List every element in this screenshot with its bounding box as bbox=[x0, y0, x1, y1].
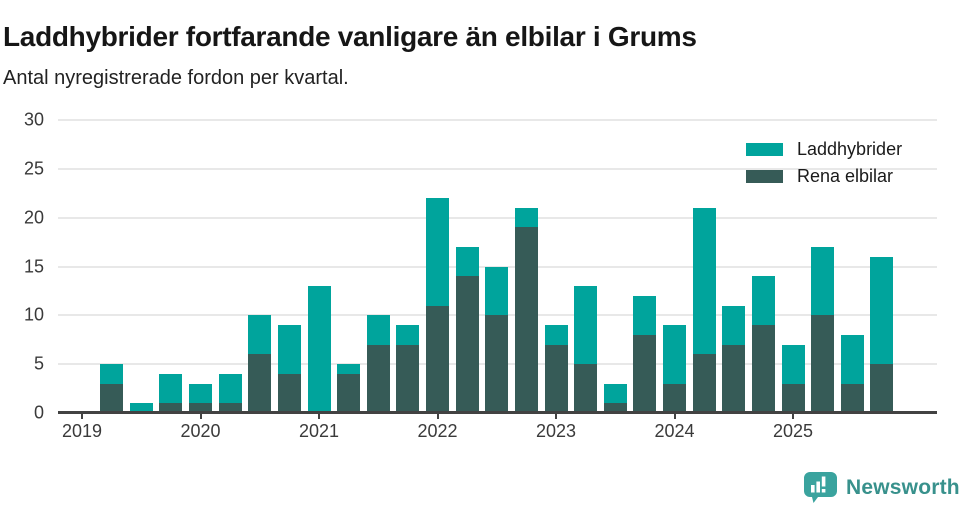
bar-segment-2024-Q1-laddhybrider bbox=[663, 325, 686, 384]
bar-segment-2023-Q2-rena-elbilar bbox=[574, 364, 598, 413]
gridline-25 bbox=[58, 167, 937, 170]
page-title: Laddhybrider fortfarande vanligare än el… bbox=[3, 20, 697, 52]
x-axis-tick-label: 2021 bbox=[298, 421, 340, 441]
bar-segment-2023-Q4-laddhybrider bbox=[633, 295, 657, 335]
bar-segment-2025-Q4-laddhybrider bbox=[870, 256, 894, 365]
gridline-20 bbox=[58, 216, 937, 219]
brand-footer: Newsworthy bbox=[803, 471, 960, 504]
x-axis-tick bbox=[199, 413, 202, 419]
y-axis-tick-label: 0 bbox=[33, 402, 44, 423]
bar-segment-2023-Q1-laddhybrider bbox=[544, 325, 568, 345]
bar-segment-2020-Q1-rena-elbilar bbox=[189, 403, 212, 413]
y-axis-tick-label: 20 bbox=[23, 207, 44, 228]
page-subtitle: Antal nyregistrerade fordon per kvartal. bbox=[3, 67, 349, 89]
legend-swatch-rena-elbilar bbox=[746, 170, 783, 183]
bar-segment-2022-Q3-rena-elbilar bbox=[485, 315, 509, 413]
x-axis-tick bbox=[792, 413, 794, 419]
legend-swatch-laddhybrider bbox=[746, 143, 783, 156]
x-axis-tick-label: 2019 bbox=[61, 421, 103, 441]
bar-segment-2020-Q4-rena-elbilar bbox=[277, 373, 301, 413]
bar-segment-2019-Q2-laddhybrider bbox=[100, 364, 124, 384]
bar-segment-2023-Q4-rena-elbilar bbox=[633, 334, 657, 413]
bar-segment-2024-Q3-laddhybrider bbox=[722, 305, 746, 345]
bar-segment-2025-Q3-laddhybrider bbox=[840, 334, 864, 384]
bar-segment-2022-Q2-laddhybrider bbox=[455, 246, 479, 277]
x-axis-tick bbox=[318, 413, 320, 419]
legend-item-laddhybrider: Laddhybrider bbox=[746, 136, 902, 163]
bar-segment-2022-Q2-rena-elbilar bbox=[455, 276, 479, 413]
y-axis-tick-label: 10 bbox=[23, 304, 44, 325]
chart-legend: Laddhybrider Rena elbilar bbox=[746, 136, 902, 190]
bar-segment-2021-Q2-laddhybrider bbox=[337, 364, 361, 374]
bar-segment-2021-Q3-laddhybrider bbox=[366, 315, 390, 345]
x-axis-tick bbox=[673, 413, 676, 419]
x-axis-tick-label: 2023 bbox=[535, 421, 577, 441]
x-axis-tick bbox=[81, 413, 83, 419]
bar-segment-2020-Q2-laddhybrider bbox=[218, 373, 242, 404]
bar-segment-2022-Q4-rena-elbilar bbox=[514, 227, 538, 413]
y-axis-tick-label: 25 bbox=[23, 158, 44, 179]
bar-segment-2024-Q4-rena-elbilar bbox=[751, 325, 775, 413]
bar-segment-2024-Q3-rena-elbilar bbox=[722, 344, 746, 413]
bar-segment-2021-Q3-rena-elbilar bbox=[366, 344, 390, 413]
bar-segment-2020-Q3-rena-elbilar bbox=[248, 354, 272, 413]
bar-segment-2025-Q3-rena-elbilar bbox=[840, 383, 864, 413]
y-axis-tick-label: 30 bbox=[23, 109, 44, 130]
newsworthy-logo-icon bbox=[804, 472, 837, 503]
bar-segment-2024-Q2-laddhybrider bbox=[692, 207, 716, 355]
bar-segment-2022-Q1-rena-elbilar bbox=[426, 305, 449, 413]
bar-segment-2023-Q1-rena-elbilar bbox=[544, 344, 568, 413]
bar-segment-2025-Q1-laddhybrider bbox=[781, 344, 805, 384]
bar-segment-2019-Q4-rena-elbilar bbox=[159, 403, 183, 413]
x-axis-line bbox=[58, 411, 937, 414]
x-axis-tick bbox=[555, 413, 557, 419]
bar-segment-2021-Q2-rena-elbilar bbox=[337, 373, 361, 413]
bar-segment-2020-Q3-laddhybrider bbox=[248, 315, 272, 355]
bar-segment-2025-Q2-laddhybrider bbox=[811, 246, 835, 316]
bar-segment-2024-Q4-laddhybrider bbox=[751, 276, 775, 326]
bar-segment-2025-Q4-rena-elbilar bbox=[870, 364, 894, 413]
x-axis-tick bbox=[436, 413, 439, 419]
x-axis-tick-label: 2022 bbox=[417, 421, 458, 441]
bar-segment-2023-Q3-laddhybrider bbox=[603, 383, 627, 404]
y-axis-tick-label: 15 bbox=[23, 256, 44, 276]
bar-segment-2025-Q2-rena-elbilar bbox=[811, 315, 835, 413]
bar-segment-2023-Q3-rena-elbilar bbox=[603, 403, 627, 413]
bar-segment-2022-Q3-laddhybrider bbox=[485, 266, 509, 316]
bar-segment-2024-Q1-rena-elbilar bbox=[663, 383, 686, 413]
bar-segment-2020-Q4-laddhybrider bbox=[277, 325, 301, 374]
bar-segment-2025-Q1-rena-elbilar bbox=[781, 383, 805, 413]
bar-segment-2022-Q1-laddhybrider bbox=[426, 198, 449, 306]
brand-name: Newsworthy bbox=[846, 475, 960, 499]
legend-label: Laddhybrider bbox=[797, 139, 903, 159]
bar-segment-2021-Q4-rena-elbilar bbox=[396, 344, 420, 413]
x-axis-tick-label: 2020 bbox=[180, 421, 221, 441]
bar-segment-2019-Q4-laddhybrider bbox=[159, 373, 183, 404]
bar-segment-2021-Q4-laddhybrider bbox=[396, 325, 420, 345]
x-axis-tick-label: 2024 bbox=[654, 421, 695, 441]
legend-label: Rena elbilar bbox=[797, 166, 894, 186]
bar-segment-2019-Q3-laddhybrider bbox=[129, 403, 153, 413]
bar-segment-2020-Q2-rena-elbilar bbox=[218, 403, 242, 413]
bar-segment-2021-Q1-laddhybrider bbox=[307, 286, 331, 413]
legend-item-rena-elbilar: Rena elbilar bbox=[746, 163, 902, 190]
gridline-30 bbox=[58, 119, 937, 121]
chart-plot-area bbox=[58, 119, 937, 419]
bar-segment-2022-Q4-laddhybrider bbox=[514, 207, 538, 228]
gridline-15 bbox=[58, 265, 937, 268]
bar-segment-2024-Q2-rena-elbilar bbox=[692, 354, 716, 413]
y-axis-tick-label: 5 bbox=[33, 353, 44, 374]
x-axis-tick-label: 2025 bbox=[772, 421, 814, 441]
bar-segment-2019-Q2-rena-elbilar bbox=[100, 383, 124, 413]
bar-segment-2020-Q1-laddhybrider bbox=[189, 383, 212, 404]
bar-segment-2023-Q2-laddhybrider bbox=[574, 286, 598, 365]
